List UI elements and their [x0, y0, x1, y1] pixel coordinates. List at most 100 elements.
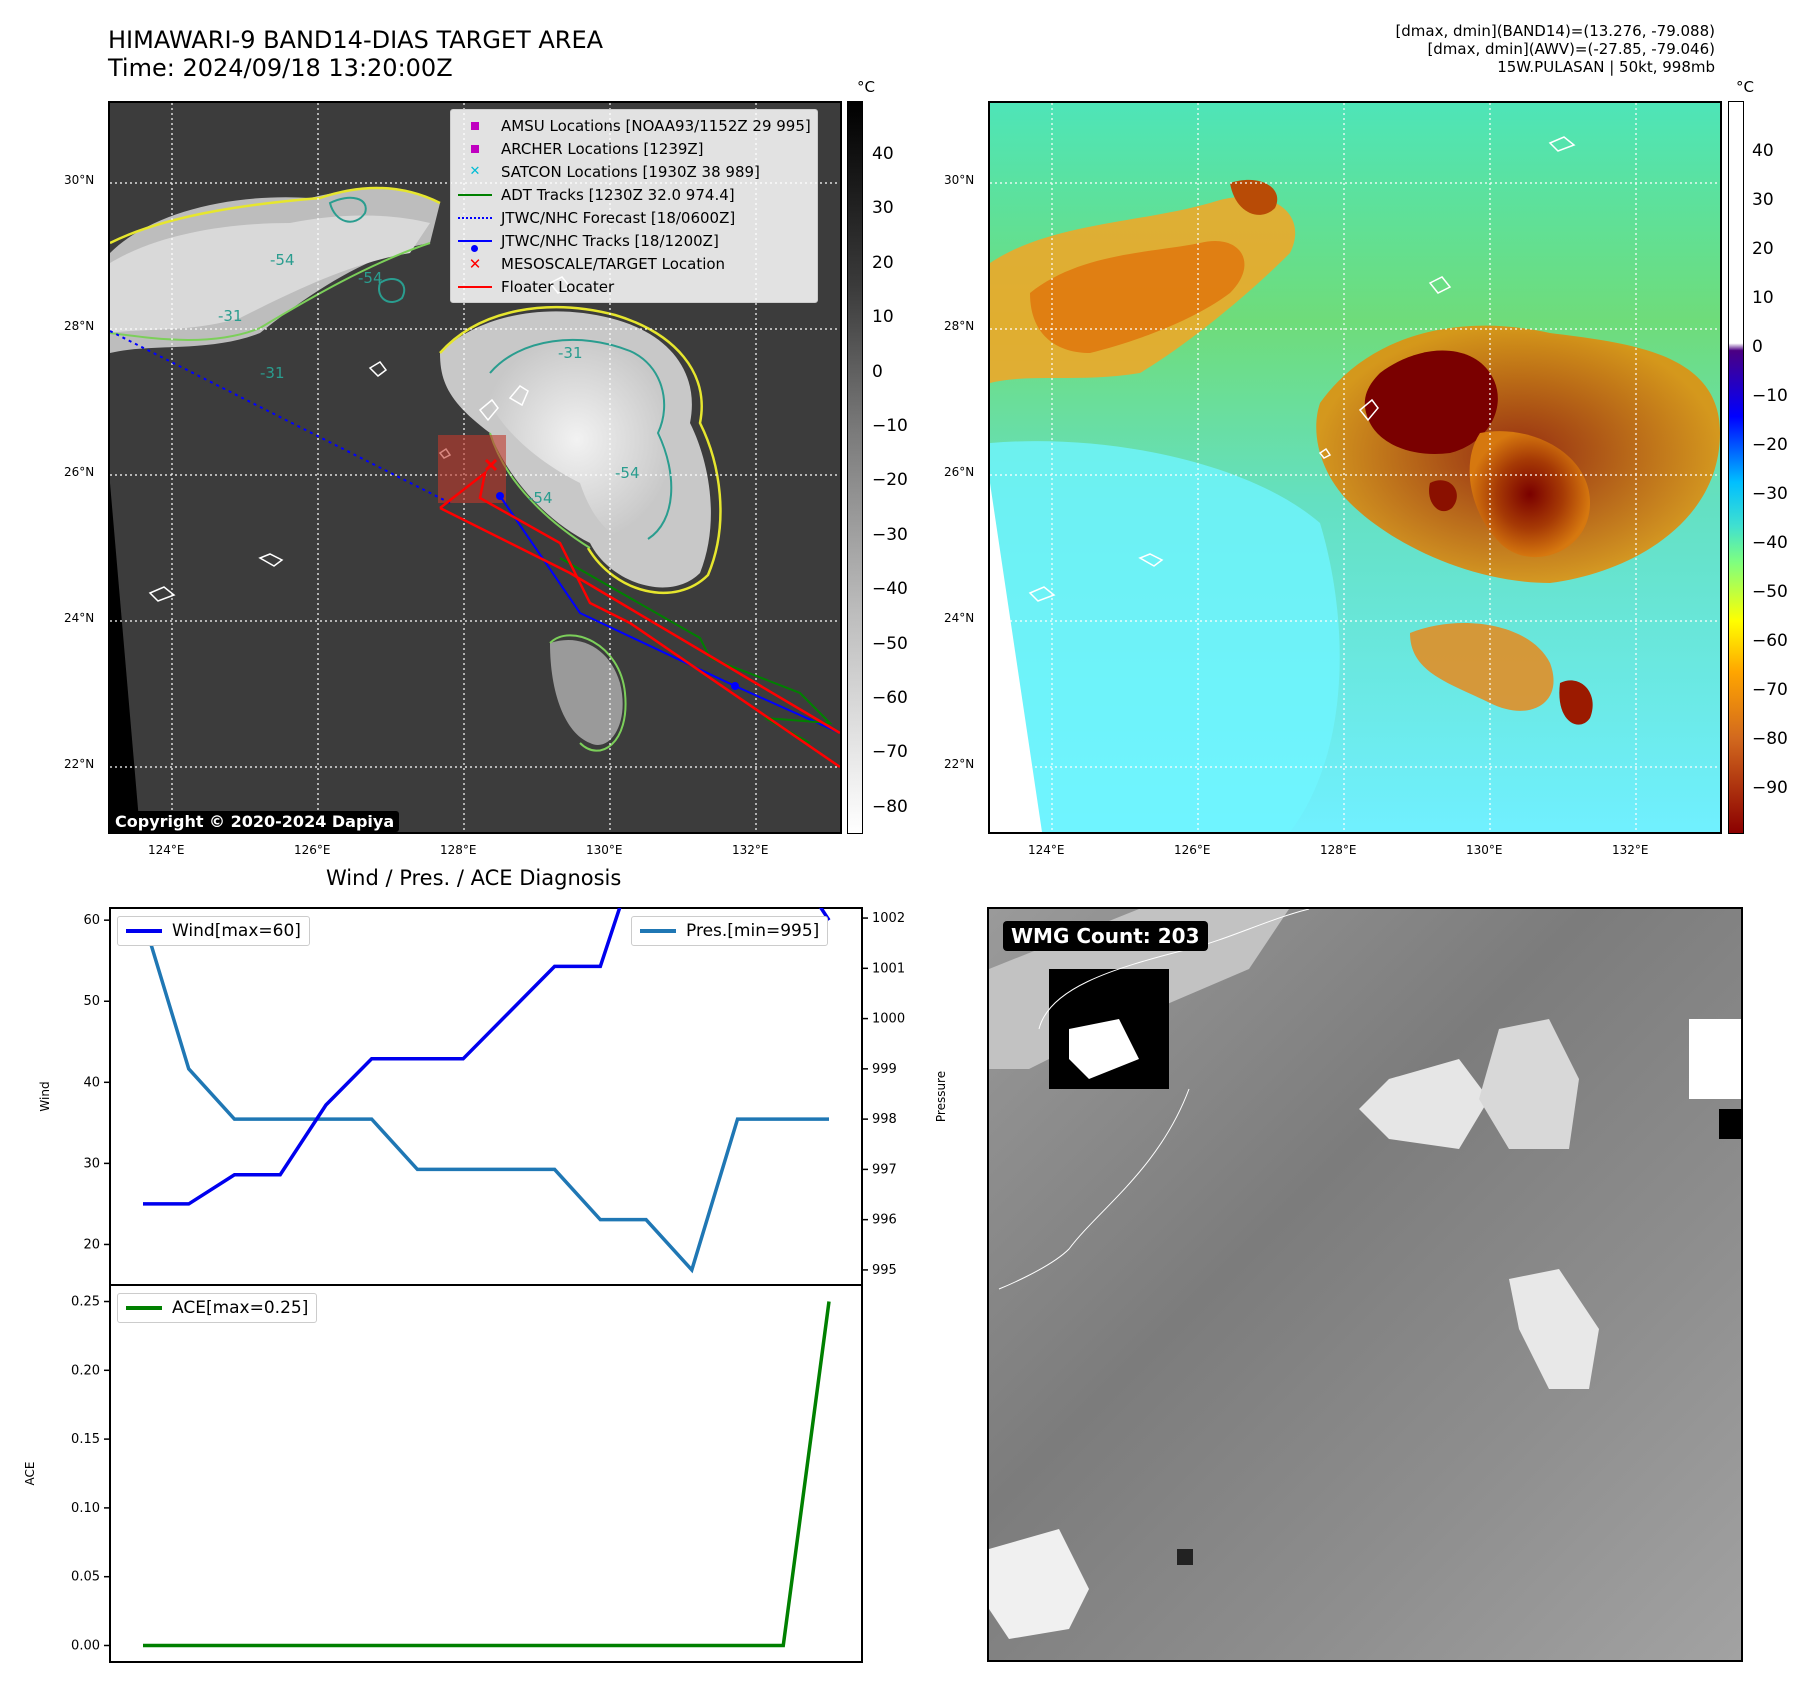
pressure-y-tick-label: 1001: [872, 961, 905, 976]
colorbar-tick-label: −10: [872, 416, 908, 436]
colorbar-tick-label: −40: [1752, 533, 1788, 553]
ace-legend: ACE[max=0.25]: [117, 1293, 318, 1323]
colorbar-tick-label: 40: [872, 144, 894, 164]
colorbar-tick-label: −50: [1752, 582, 1788, 602]
awv-coastlines: [1028, 136, 1576, 602]
lat-label: 28°N: [944, 319, 975, 333]
ace-chart: 0.25 0.20 0.15 0.10 0.05 0.00 ACE: [23, 1284, 863, 1663]
contour-yellow: [110, 186, 722, 595]
ace-y-tick-label: 0.15: [71, 1432, 100, 1447]
title-line-1: HIMAWARI-9 BAND14-DIAS TARGET AREA: [108, 26, 604, 54]
legend-item-jtwc-tracks: JTWC/NHC Tracks [18/1200Z]: [457, 229, 811, 252]
colorbar-tick-label: −20: [872, 470, 908, 491]
pressure-series-line: [141, 917, 829, 1274]
pressure-legend-line: [640, 929, 676, 933]
awv-gridlines: [990, 103, 1720, 832]
colorbar-tick-label: −80: [1752, 729, 1788, 749]
info-line-1: [dmax, dmin](BAND14)=(13.276, -79.088): [1395, 22, 1715, 40]
awv-map-panel: [988, 101, 1722, 834]
moist-band-north-core: [1030, 241, 1245, 353]
legend-item-target: ✕ MESOSCALE/TARGET Location: [468, 254, 726, 273]
ace-y-tick-label: 0.25: [71, 1295, 100, 1310]
contour-teal-small: [328, 196, 406, 303]
lon-label: 124°E: [148, 843, 185, 857]
moist-patch: [1230, 179, 1278, 215]
moist-core-1: [1364, 350, 1498, 454]
moist-patch-south-core: [1559, 680, 1593, 725]
pressure-y-tick-label: 997: [872, 1162, 897, 1177]
legend-item-satcon: ✕ SATCON Locations [1930Z 38 989]: [469, 162, 760, 181]
colorbar-tick-label: 10: [872, 307, 894, 328]
lat-label: 30°N: [944, 173, 975, 187]
colorbar-tick-label: −30: [1752, 484, 1788, 504]
ace-legend-label: ACE[max=0.25]: [172, 1298, 309, 1318]
map-legend: AMSU Locations [NOAA93/1152Z 29 995] ARC…: [450, 109, 818, 303]
colorbar-tick-label: 10: [1752, 288, 1774, 308]
colorbar-tick-label: 20: [872, 252, 894, 273]
ace-y-tick-label: 0.00: [71, 1638, 100, 1653]
colorbar-tick-label: −80: [872, 796, 908, 817]
wind-legend-line: [126, 929, 162, 933]
lon-label: 126°E: [294, 843, 331, 857]
moist-core-2: [1469, 431, 1590, 558]
contour-label: -54: [528, 489, 553, 507]
awv-map: [990, 103, 1720, 832]
title-line-2: Time: 2024/09/18 13:20:00Z: [108, 54, 453, 82]
band14-map-panel: -54 -31 -31 -54 -31 -54 -54 AMSU Locatio…: [108, 101, 842, 834]
colorbar-tick-label: −70: [872, 742, 908, 763]
colorbar1-unit: °C: [857, 78, 875, 96]
wind-y-tick-label: 20: [83, 1237, 100, 1252]
lat-label: 22°N: [944, 757, 975, 771]
wind-legend: Wind[max=60]: [117, 916, 310, 946]
wmg-bright-patch: [1509, 1269, 1599, 1389]
wmg-edge-bright: [1689, 1019, 1741, 1099]
pressure-legend-label: Pres.[min=995]: [686, 921, 820, 941]
wmg-bright-patch: [1479, 1019, 1579, 1149]
ace-y-tick-label: 0.10: [71, 1501, 100, 1516]
ace-y-tick-label: 0.20: [71, 1363, 100, 1378]
lon-label: 130°E: [586, 843, 623, 857]
lon-label: 132°E: [732, 843, 769, 857]
contour-label: -54: [270, 251, 295, 269]
lat-label: 26°N: [64, 465, 95, 479]
colorbar-tick-label: −30: [872, 524, 908, 545]
pressure-y-tick-label: 998: [872, 1112, 897, 1127]
contour-teal: [489, 338, 673, 540]
colorbar-tick-label: 0: [1752, 337, 1763, 357]
wind-y-tick-label: 40: [83, 1075, 100, 1090]
colorbar-tick-label: −50: [872, 633, 908, 654]
wmg-bright-patch: [1359, 1059, 1489, 1149]
colorbar-tick-label: 20: [1752, 239, 1774, 259]
dry-region: [990, 441, 1340, 832]
colorbar-tick-label: −40: [872, 579, 908, 600]
cloud-cluster-south: [550, 639, 623, 745]
ace-series-line: [143, 1301, 831, 1648]
lat-label: 26°N: [944, 465, 975, 479]
colorbar-tick-label: −60: [872, 688, 908, 708]
wmg-count-label: WMG Count: 203: [1003, 921, 1208, 951]
cloud-band-north-core: [110, 215, 430, 333]
lon-label: 132°E: [1612, 843, 1649, 857]
wind-y-tick-label: 30: [83, 1156, 100, 1171]
no-data-wedge-2: [990, 483, 1042, 832]
moist-patch-small: [1429, 480, 1457, 512]
colorbar2-unit: °C: [1736, 78, 1754, 96]
ace-y-axis-label: ACE: [23, 1462, 37, 1486]
wind-legend-label: Wind[max=60]: [172, 921, 301, 941]
wind-pressure-chart: 60 50 40 30 20 1002 1001 1000 999 998 997 996 995 Win…: [38, 907, 948, 1286]
colorbar-tick-label: −20: [1752, 435, 1788, 455]
diagnosis-chart: 60 50 40 30 20 1002 1001 1000 999 998 997 996 995 Win…: [23, 907, 948, 1663]
colorbar2: [1728, 101, 1744, 834]
colorbar-tick-label: −60: [1752, 631, 1788, 651]
wmg-bright-patch: [989, 1529, 1089, 1639]
colorbar-tick-label: 0: [872, 361, 883, 382]
legend-item-amsu: AMSU Locations [NOAA93/1152Z 29 995]: [457, 114, 811, 137]
contour-labels: -54 -31 -31 -54 -31 -54 -54: [218, 251, 640, 507]
lat-label: 28°N: [64, 319, 95, 333]
wmg-edge-dark: [1719, 1109, 1741, 1139]
lat-label: 22°N: [64, 757, 95, 771]
info-line-2: [dmax, dmin](AWV)=(-27.85, -79.046): [1427, 40, 1715, 58]
info-block: [dmax, dmin](BAND14)=(13.276, -79.088) […: [1395, 22, 1715, 76]
lon-label: 128°E: [440, 843, 477, 857]
pressure-y-tick-label: 996: [872, 1213, 897, 1228]
